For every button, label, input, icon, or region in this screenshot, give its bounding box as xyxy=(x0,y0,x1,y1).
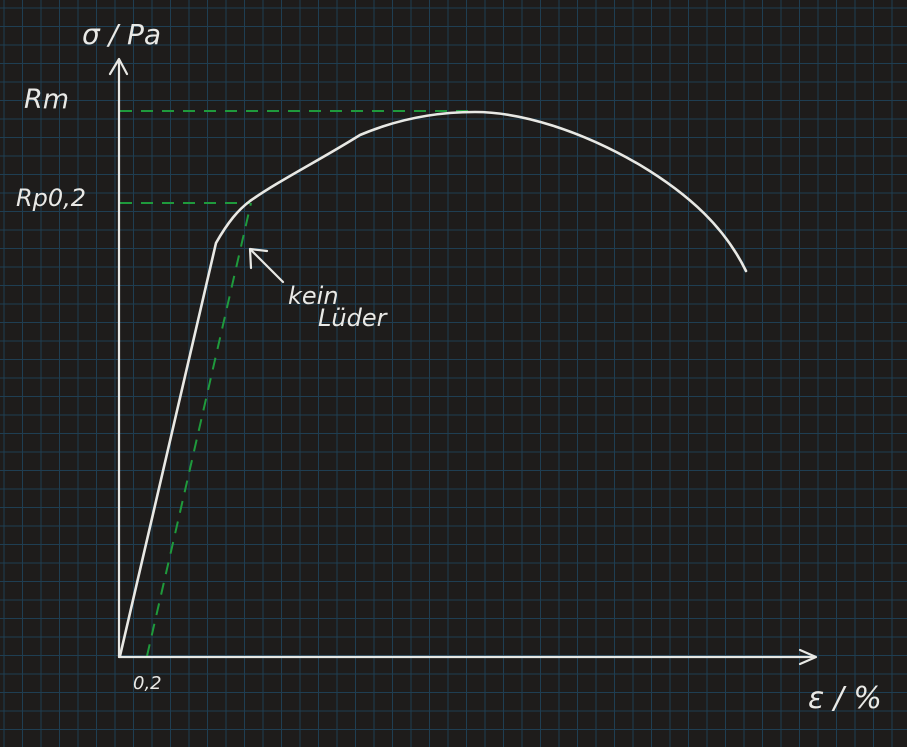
offset-guide-line xyxy=(146,202,252,657)
annotation-text-line2: Lüder xyxy=(318,304,389,332)
annotation-text-line1: kein xyxy=(288,282,339,310)
x-axis-label: ε / % xyxy=(808,681,882,716)
annotation-arrow xyxy=(248,247,285,284)
y-axis-arrowhead xyxy=(108,57,129,76)
rp02-label: Rp0,2 xyxy=(16,184,86,212)
axes xyxy=(108,57,818,666)
offset-label: 0,2 xyxy=(133,673,162,694)
rm-label: Rm xyxy=(24,84,69,115)
y-axis-label: σ / Pa xyxy=(82,18,161,51)
x-axis-arrowhead xyxy=(798,648,818,666)
stress-strain-curve xyxy=(118,110,748,658)
guide-lines xyxy=(120,110,470,657)
